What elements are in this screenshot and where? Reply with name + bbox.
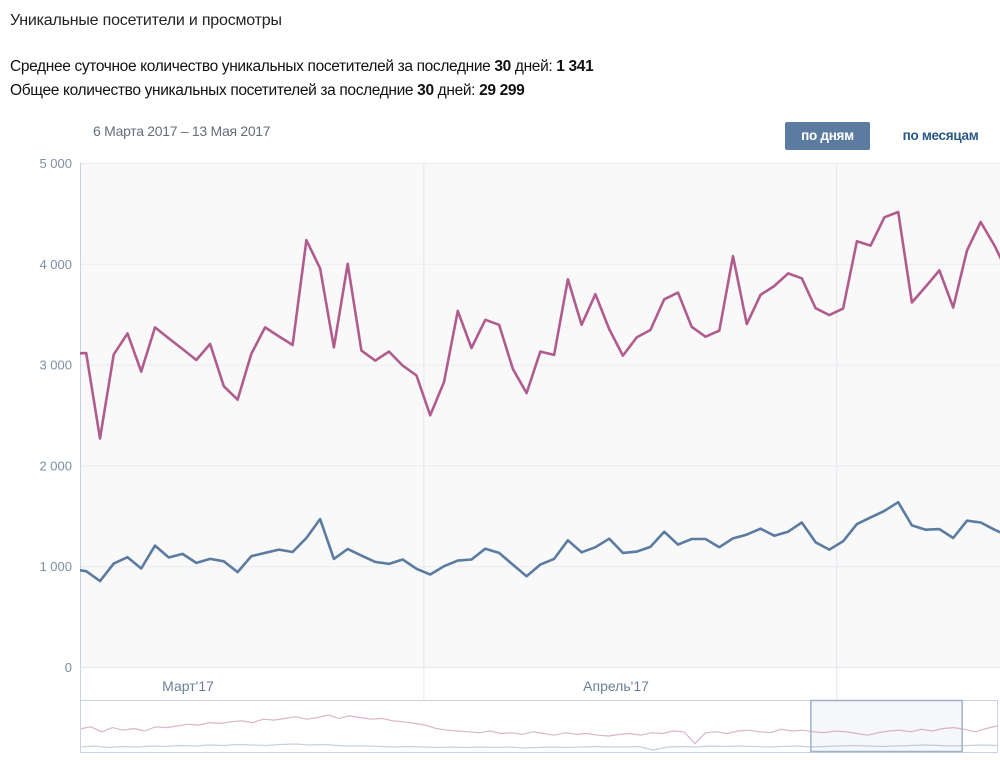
y-tick-label: 5 000 bbox=[39, 156, 72, 171]
avg-label-mid: дней: bbox=[510, 58, 557, 75]
series-line-views bbox=[80, 210, 1000, 440]
navigator-views-line bbox=[81, 714, 998, 745]
avg-days: 30 bbox=[494, 58, 511, 75]
y-tick-label: 4 000 bbox=[39, 257, 72, 272]
by-days-button[interactable]: по дням bbox=[785, 122, 870, 150]
date-range[interactable]: 6 Марта 2017 – 13 Мая 2017 bbox=[93, 123, 271, 139]
total-days: 30 bbox=[417, 82, 434, 99]
total-value: 29 299 bbox=[479, 82, 525, 99]
x-month-label: Апрель'17 bbox=[583, 678, 649, 694]
navigator-selection[interactable] bbox=[810, 699, 963, 753]
by-months-button[interactable]: по месяцам bbox=[902, 128, 979, 143]
y-tick-label: 0 bbox=[65, 660, 72, 675]
y-tick-label: 1 000 bbox=[39, 559, 72, 574]
navigator-frame bbox=[80, 700, 998, 753]
avg-value: 1 341 bbox=[556, 58, 594, 75]
avg-daily-visitors: Среднее суточное количество уникальных п… bbox=[10, 58, 594, 76]
x-month-label: Март'17 bbox=[162, 678, 214, 694]
page-title: Уникальные посетители и просмотры bbox=[10, 12, 282, 29]
navigator-visitors-line bbox=[81, 743, 998, 751]
avg-label: Среднее суточное количество уникальных п… bbox=[10, 58, 495, 75]
plot-background bbox=[80, 163, 1000, 667]
y-tick-label: 2 000 bbox=[39, 458, 72, 473]
total-label-mid: дней: bbox=[433, 82, 480, 99]
total-label: Общее количество уникальных посетителей … bbox=[10, 82, 418, 99]
series-line-unique_visitors bbox=[80, 500, 1000, 583]
total-visitors: Общее количество уникальных посетителей … bbox=[10, 82, 525, 100]
navigator[interactable] bbox=[80, 699, 998, 753]
y-tick-label: 3 000 bbox=[39, 358, 72, 373]
